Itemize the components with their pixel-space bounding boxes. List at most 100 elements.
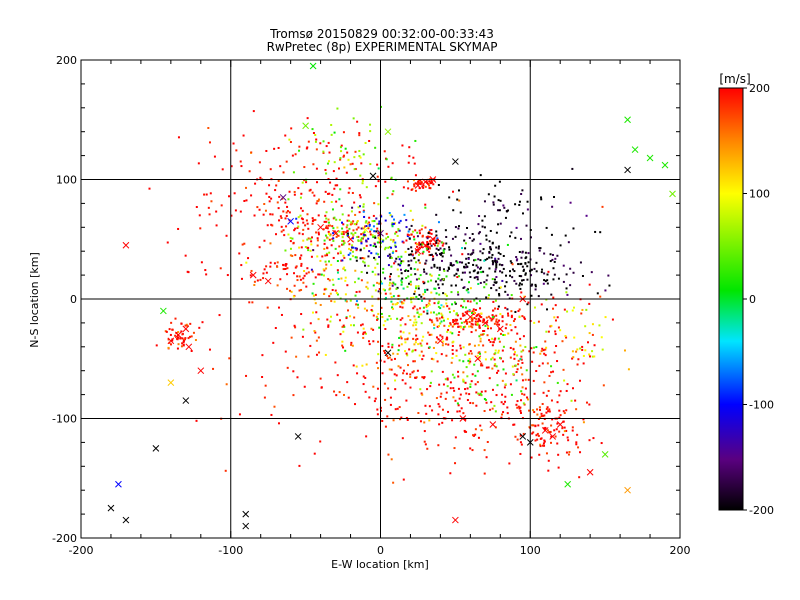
data-point — [171, 339, 174, 342]
data-point — [303, 166, 306, 169]
data-point — [182, 340, 185, 343]
data-point — [389, 214, 392, 217]
data-point — [349, 252, 352, 255]
data-point — [325, 263, 328, 266]
data-point — [316, 239, 319, 242]
data-point — [328, 192, 331, 195]
data-point — [372, 314, 375, 317]
data-point — [362, 232, 365, 235]
data-point — [374, 245, 377, 248]
data-point — [399, 335, 402, 338]
data-point — [416, 308, 419, 311]
data-point — [414, 349, 417, 352]
data-point — [416, 369, 419, 372]
data-point — [515, 371, 518, 374]
data-point — [384, 398, 387, 401]
data-point — [331, 193, 334, 196]
data-point — [437, 300, 440, 303]
data-point — [463, 429, 466, 432]
data-point — [362, 375, 365, 378]
data-point — [430, 232, 433, 235]
data-point — [366, 281, 369, 284]
data-point — [340, 277, 343, 280]
data-point — [471, 310, 474, 313]
data-point — [424, 206, 427, 209]
data-point — [519, 263, 522, 266]
data-point — [419, 183, 422, 186]
data-point — [584, 349, 587, 352]
data-point — [499, 253, 502, 256]
data-point — [511, 276, 514, 279]
data-point — [438, 286, 441, 289]
data-point — [497, 199, 500, 202]
data-point — [301, 218, 304, 221]
data-point — [352, 364, 355, 367]
data-point — [495, 320, 498, 323]
data-point — [526, 200, 529, 203]
data-point — [210, 200, 213, 203]
data-point — [356, 303, 359, 306]
data-point — [505, 281, 508, 284]
data-point — [398, 344, 401, 347]
data-point — [506, 308, 509, 311]
data-point — [536, 438, 539, 441]
data-point — [467, 291, 470, 294]
data-point — [428, 419, 431, 422]
data-point — [514, 310, 517, 313]
data-point — [336, 260, 339, 263]
data-point — [305, 147, 308, 150]
data-point — [441, 283, 444, 286]
data-point — [530, 274, 533, 277]
data-point — [418, 313, 421, 316]
data-point — [309, 249, 312, 252]
data-point — [329, 181, 332, 184]
data-point — [538, 249, 541, 252]
data-point — [318, 273, 321, 276]
data-point — [594, 230, 597, 233]
data-point — [405, 239, 408, 242]
data-point — [349, 258, 352, 261]
data-point — [280, 313, 283, 316]
data-point — [476, 354, 479, 357]
data-point — [579, 451, 582, 454]
data-point — [426, 181, 429, 184]
data-point — [539, 416, 542, 419]
data-point — [336, 184, 339, 187]
data-point — [355, 300, 358, 303]
data-point — [463, 314, 466, 317]
data-point — [489, 248, 492, 251]
data-point — [471, 373, 474, 376]
data-point — [250, 194, 253, 197]
data-point — [356, 221, 359, 224]
data-point — [303, 385, 306, 388]
data-point — [259, 176, 262, 179]
data-point — [371, 220, 374, 223]
data-point — [477, 317, 480, 320]
cross-marker — [185, 343, 193, 351]
data-point — [284, 134, 287, 137]
data-point — [429, 247, 432, 250]
data-point — [422, 310, 425, 313]
data-point — [502, 411, 505, 414]
data-point — [443, 324, 446, 327]
data-point — [415, 243, 418, 246]
cross-marker — [294, 433, 302, 440]
data-point — [574, 399, 577, 402]
data-point — [335, 177, 338, 180]
data-point — [339, 188, 342, 191]
data-point — [360, 233, 363, 236]
data-point — [367, 221, 370, 224]
data-point — [405, 399, 408, 402]
data-point — [365, 186, 368, 189]
data-point — [342, 230, 345, 233]
data-point — [278, 219, 281, 222]
data-point — [485, 279, 488, 282]
data-point — [585, 308, 588, 311]
data-point — [430, 357, 433, 360]
data-point — [319, 440, 322, 443]
data-point — [428, 318, 431, 321]
data-point — [294, 266, 297, 269]
data-point — [350, 324, 353, 327]
data-point — [454, 319, 457, 322]
data-point — [355, 249, 358, 252]
